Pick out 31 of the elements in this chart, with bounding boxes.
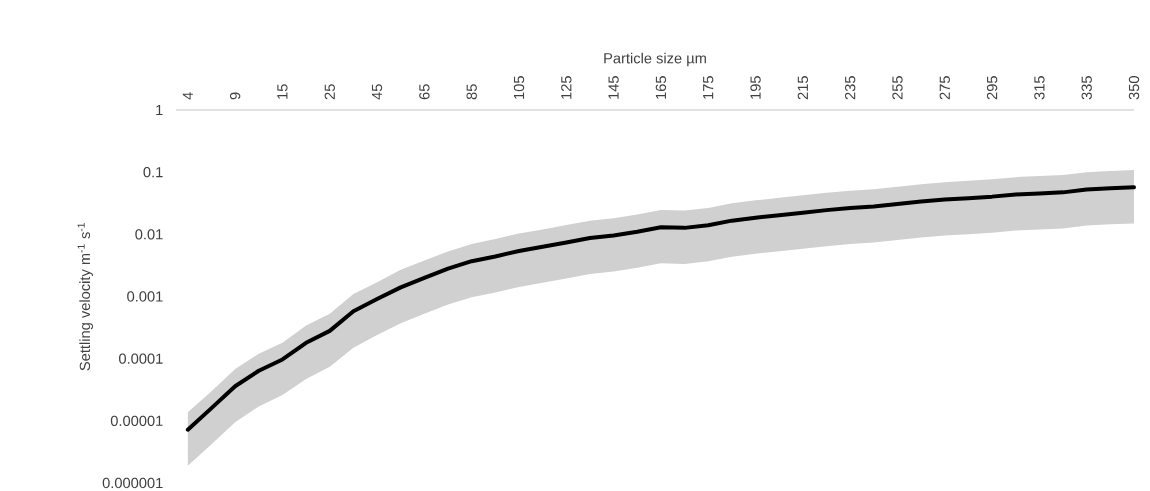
y-tick-label: 0.0001 [119,353,163,364]
y-tick-label: 0.000001 [102,477,163,489]
x-tick-label: 295 [986,76,998,100]
x-tick-label: 105 [513,76,525,99]
x-tick-label: 165 [655,76,667,99]
x-tick-label: 25 [324,84,335,100]
x-tick-label: 195 [750,76,761,99]
y-axis-title: Settling velocity m$^{-1}$ s$^{-1}$ [77,223,93,371]
y-tick-label: 1 [156,104,163,116]
x-tick-label: 9 [229,92,241,100]
x-tick-label: 235 [844,76,856,100]
y-tick-label: 0.00001 [110,415,163,427]
y-tick-label: 0.001 [127,291,163,302]
x-tick-label: 15 [277,84,288,99]
line-series [185,185,1136,432]
x-tick-label: 350 [1128,76,1140,100]
x-tick-label: 315 [1034,76,1045,100]
x-axis-title: Particle size µm [604,52,706,67]
x-tick-label: 215 [797,76,809,100]
x-tick-label: 4 [182,92,193,100]
x-tick-label: 45 [371,84,383,100]
y-tick-label: 0.1 [143,166,163,178]
x-tick-label: 255 [892,76,903,100]
x-tick-label: 145 [608,76,619,99]
x-tick-label: 65 [419,84,430,100]
x-tick-label: 85 [466,84,477,100]
x-tick-label: 275 [939,76,950,100]
x-tick-label: 335 [1081,76,1092,100]
x-tick-label: 125 [561,76,572,99]
y-tick-label: 0.01 [135,229,163,240]
x-tick-label: 175 [703,76,714,99]
